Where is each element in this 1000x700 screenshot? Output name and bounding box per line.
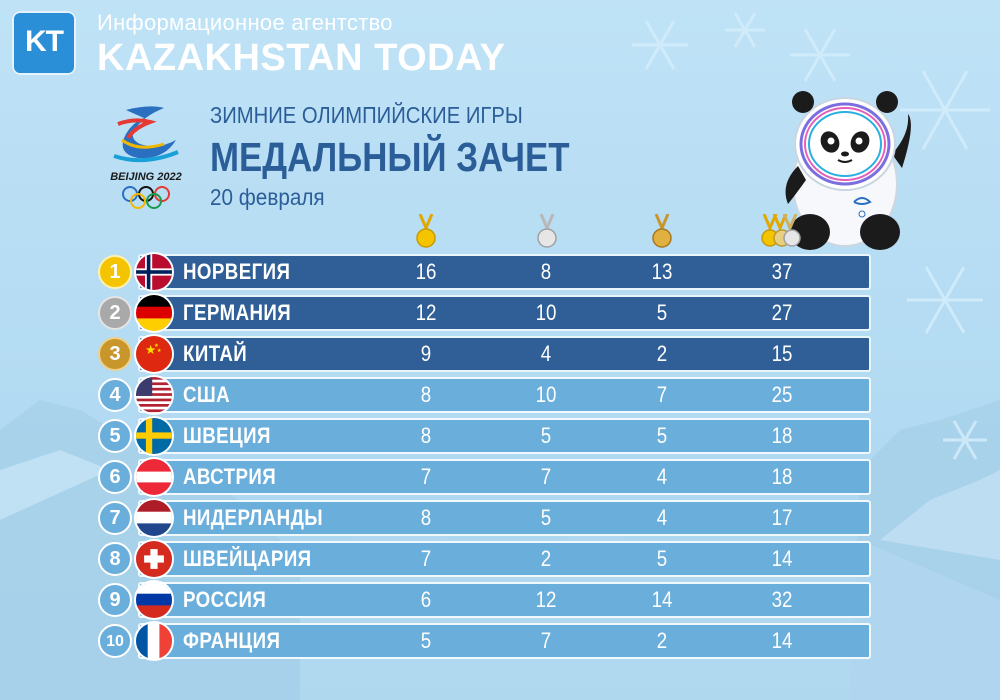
flag-switzerland-icon (134, 539, 174, 579)
rank-badge: 7 (98, 501, 132, 535)
rank-badge: 6 (98, 460, 132, 494)
rank-badge: 9 (98, 583, 132, 617)
rank-badge: 3 (98, 337, 132, 371)
country-name: КИТАЙ (183, 341, 248, 366)
svg-text:★: ★ (145, 342, 156, 357)
agency-title: KAZAKHSTAN TODAY (97, 37, 506, 79)
svg-text:★: ★ (157, 348, 162, 354)
kt-logo: KT (12, 11, 76, 75)
bronze-count: 13 (651, 259, 673, 284)
table-row (138, 418, 871, 454)
table-row (138, 295, 871, 331)
bing-dwen-dwen-mascot (785, 91, 911, 250)
rank-badge: 2 (98, 296, 132, 330)
bronze-count: 2 (656, 628, 668, 653)
games-title: ЗИМНИЕ ОЛИМПИЙСКИЕ ИГРЫ (210, 102, 523, 128)
silver-medal-icon (537, 214, 557, 248)
total-count: 32 (771, 587, 793, 612)
flag-russia-icon (134, 580, 174, 620)
silver-count: 4 (540, 341, 552, 366)
total-medals-icon (761, 214, 801, 247)
rank-badge: 4 (98, 378, 132, 412)
country-name: ШВЕЙЦАРИЯ (183, 546, 312, 571)
gold-count: 6 (420, 587, 432, 612)
flag-netherlands-icon (134, 498, 174, 538)
country-name: НИДЕРЛАНДЫ (183, 505, 324, 530)
total-count: 15 (771, 341, 793, 366)
country-name: НОРВЕГИЯ (183, 259, 291, 284)
country-name: ГЕРМАНИЯ (183, 300, 292, 325)
silver-count: 12 (535, 587, 557, 612)
flag-norway-icon (134, 252, 174, 292)
rank-badge: 1 (98, 255, 132, 289)
gold-count: 8 (420, 382, 432, 407)
silver-count: 5 (540, 505, 552, 530)
country-name: ФРАНЦИЯ (183, 628, 281, 653)
table-row (138, 254, 871, 290)
bronze-count: 4 (656, 464, 668, 489)
total-count: 14 (771, 546, 793, 571)
country-name: РОССИЯ (183, 587, 267, 612)
total-count: 17 (771, 505, 793, 530)
gold-count: 7 (420, 546, 432, 571)
bronze-medal-icon (652, 214, 672, 248)
flag-austria-icon (134, 457, 174, 497)
standings-date: 20 февраля (210, 184, 325, 210)
table-row (138, 459, 871, 495)
table-row (138, 336, 871, 372)
gold-count: 8 (420, 505, 432, 530)
emblem-text: BEIJING 2022 (110, 171, 182, 183)
silver-count: 10 (535, 300, 557, 325)
agency-subtitle: Информационное агентство (97, 10, 393, 35)
bronze-count: 4 (656, 505, 668, 530)
silver-count: 5 (540, 423, 552, 448)
silver-count: 7 (540, 464, 552, 489)
country-name: ШВЕЦИЯ (183, 423, 271, 448)
medal-standings-title: МЕДАЛЬНЫЙ ЗАЧЕТ (210, 134, 570, 180)
flag-china-icon: ★ ★ ★ (134, 334, 174, 374)
gold-count: 12 (415, 300, 437, 325)
gold-count: 9 (420, 341, 432, 366)
country-name: АВСТРИЯ (183, 464, 277, 489)
table-row (138, 500, 871, 536)
gold-medal-icon (416, 214, 436, 248)
bronze-count: 14 (651, 587, 673, 612)
svg-text:★: ★ (154, 343, 159, 349)
gold-count: 16 (415, 259, 437, 284)
rank-badge: 10 (98, 624, 132, 658)
flag-sweden-icon (134, 416, 174, 456)
total-count: 37 (771, 259, 793, 284)
silver-count: 8 (540, 259, 552, 284)
flag-france-icon (134, 621, 174, 661)
silver-count: 10 (535, 382, 557, 407)
bronze-count: 5 (656, 423, 668, 448)
silver-count: 7 (540, 628, 552, 653)
table-row (138, 541, 871, 577)
flag-germany-icon (134, 293, 174, 333)
gold-count: 8 (420, 423, 432, 448)
bronze-count: 7 (656, 382, 668, 407)
bronze-count: 2 (656, 341, 668, 366)
total-count: 18 (771, 464, 793, 489)
total-count: 18 (771, 423, 793, 448)
bronze-count: 5 (656, 300, 668, 325)
gold-count: 5 (420, 628, 432, 653)
bronze-count: 5 (656, 546, 668, 571)
gold-count: 7 (420, 464, 432, 489)
total-count: 25 (771, 382, 793, 407)
beijing-2022-emblem: BEIJING 2022 (110, 106, 182, 209)
country-name: США (183, 382, 231, 407)
flag-usa-icon (134, 375, 174, 415)
total-count: 14 (771, 628, 793, 653)
table-row (138, 623, 871, 659)
rank-badge: 8 (98, 542, 132, 576)
table-row (138, 377, 871, 413)
kt-logo-text: KT (25, 25, 64, 58)
total-count: 27 (771, 300, 793, 325)
rank-badge: 5 (98, 419, 132, 453)
silver-count: 2 (540, 546, 552, 571)
